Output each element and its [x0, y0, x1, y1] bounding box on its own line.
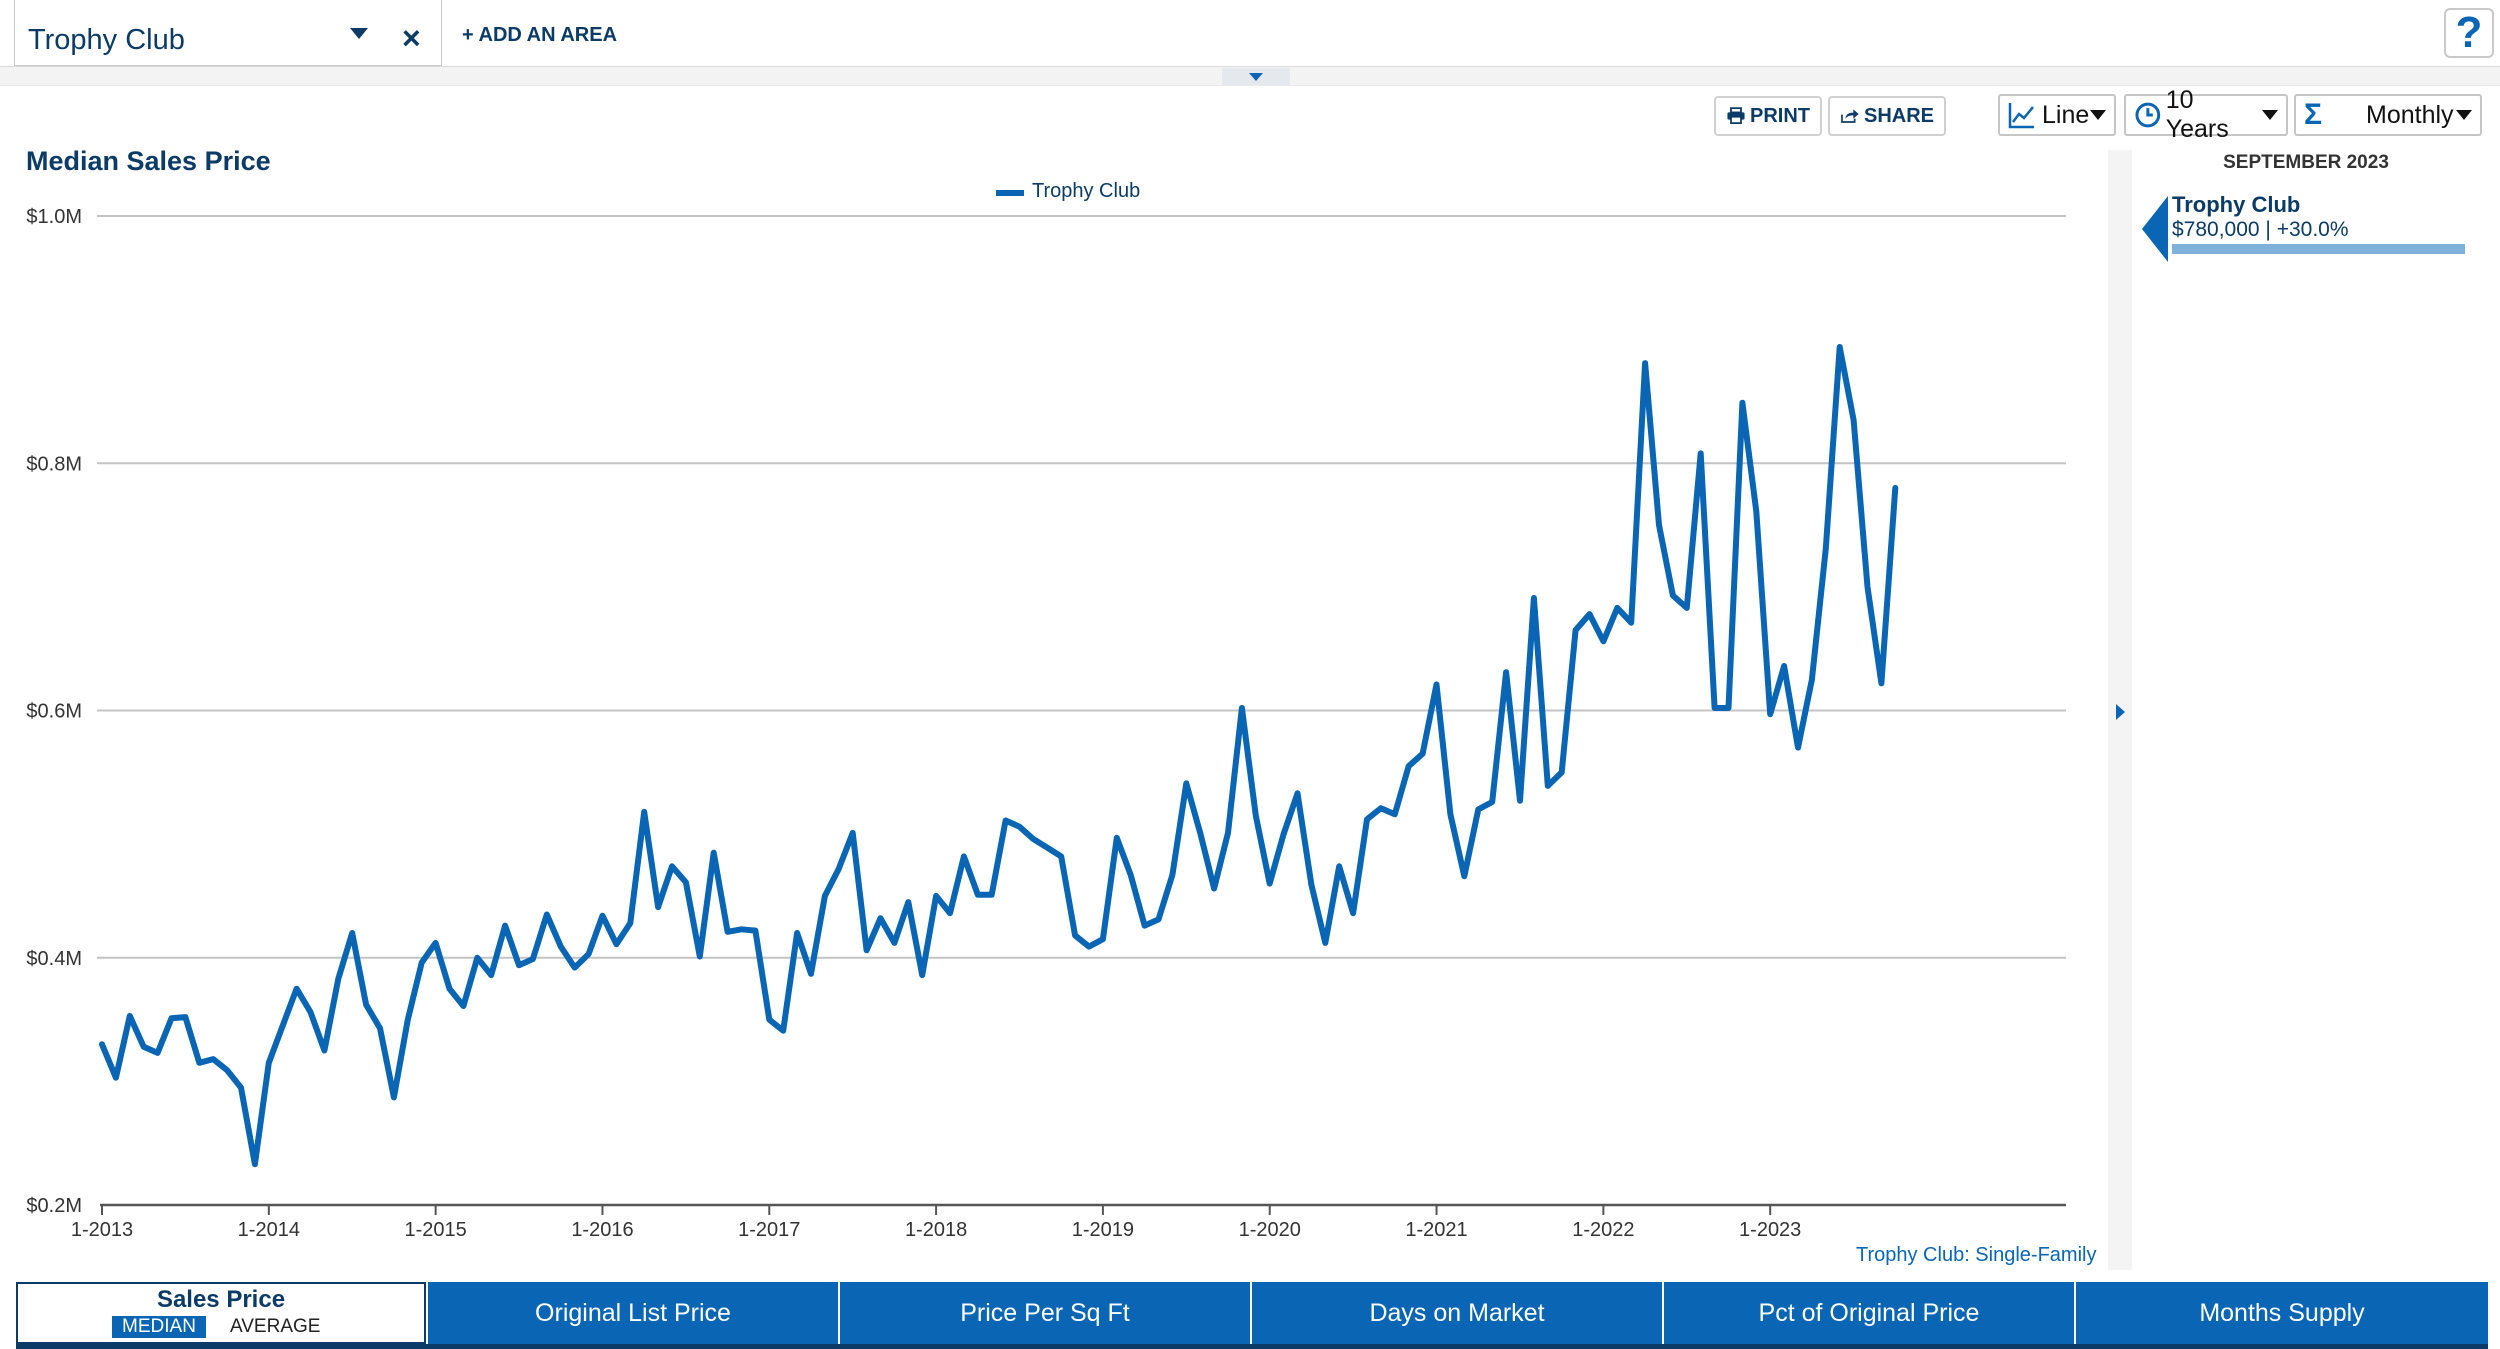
chevron-down-icon[interactable] [350, 28, 368, 39]
panel-date: SEPTEMBER 2023 [2223, 152, 2389, 173]
x-tick-label: 1-2013 [71, 1219, 133, 1241]
y-tick-label: $1.0M [26, 206, 82, 228]
panel-value-bar [2172, 244, 2465, 254]
line-chart-icon [2008, 103, 2034, 129]
interval-value: Monthly [2366, 100, 2454, 129]
x-tick-label: 1-2015 [404, 1219, 466, 1241]
x-tick-label: 1-2020 [1239, 1219, 1301, 1241]
median-toggle[interactable]: MEDIAN [112, 1316, 206, 1338]
grid [97, 215, 2066, 959]
help-button[interactable]: ? [2444, 8, 2494, 58]
x-tick-label: 1-2018 [905, 1219, 967, 1241]
x-tick-label: 1-2019 [1072, 1219, 1134, 1241]
close-icon[interactable]: × [402, 20, 421, 56]
tab-days-on-market[interactable]: Days on Market [1252, 1282, 1662, 1344]
tab-sales-price[interactable]: Sales Price MEDIAN AVERAGE [16, 1282, 426, 1344]
y-axis: $0.2M $0.4M $0.6M $0.8M $1.0M [26, 206, 82, 1217]
source-note: Trophy Club: Single-Family [1856, 1244, 2097, 1266]
chevron-down-icon [2456, 110, 2472, 120]
tab-months-supply[interactable]: Months Supply [2076, 1282, 2488, 1344]
x-tick-label: 1-2021 [1405, 1219, 1467, 1241]
share-label: SHARE [1863, 104, 1934, 127]
chevron-down-icon[interactable] [1249, 73, 1263, 81]
legend-swatch [996, 190, 1024, 196]
clock-icon [2135, 102, 2161, 128]
print-button[interactable]: PRINT [1714, 96, 1822, 136]
chart-type-value: Line [2042, 100, 2090, 129]
tabs-underline [16, 1344, 2488, 1349]
chart-type-select[interactable]: Line [1998, 94, 2116, 136]
legend-label: Trophy Club [1032, 180, 1141, 202]
share-button[interactable]: SHARE [1828, 96, 1946, 136]
add-area-button[interactable]: + ADD AN AREA [462, 24, 618, 46]
x-tick-label: 1-2017 [738, 1219, 800, 1241]
chevron-down-icon [2262, 110, 2278, 120]
panel-area-name: Trophy Club [2172, 192, 2301, 217]
tab-price-per-sq-ft[interactable]: Price Per Sq Ft [840, 1282, 1250, 1344]
panel-value: $780,000 | +30.0% [2172, 218, 2349, 241]
series-layer [99, 344, 1899, 1168]
x-tick-label: 1-2022 [1572, 1219, 1634, 1241]
printer-icon [1727, 107, 1745, 125]
tab-pct-of-original-price[interactable]: Pct of Original Price [1664, 1282, 2074, 1344]
y-tick-label: $0.4M [26, 948, 82, 970]
interval-select[interactable]: Σ Monthly [2294, 94, 2482, 136]
x-tick-label: 1-2016 [571, 1219, 633, 1241]
y-tick-label: $0.6M [26, 701, 82, 723]
range-select[interactable]: 10 Years [2124, 86, 2288, 143]
tab-original-list-price[interactable]: Original List Price [428, 1282, 838, 1344]
x-tick-label: 1-2014 [238, 1219, 300, 1241]
y-tick-label: $0.8M [26, 453, 82, 475]
chevron-right-icon[interactable] [2116, 704, 2125, 720]
chevron-down-icon [2090, 110, 2106, 120]
print-label: PRINT [1750, 104, 1810, 127]
area-name[interactable]: Trophy Club [28, 24, 185, 56]
share-icon [1841, 109, 1859, 123]
x-tick-label: 1-2023 [1739, 1219, 1801, 1241]
chart-title: Median Sales Price [26, 146, 271, 176]
pointer-icon [2142, 196, 2168, 262]
range-value: 10 Years [2165, 86, 2229, 143]
area-selector[interactable] [14, 0, 442, 66]
series-line [99, 344, 1899, 1168]
y-tick-label: $0.2M [26, 1195, 82, 1217]
sigma-icon: Σ [2304, 98, 2323, 131]
tab-sales-price-label: Sales Price [156, 1286, 286, 1313]
x-axis: 1-2013 1-2014 1-2015 1-2016 1-2017 1-2018 1-20… [71, 1203, 2066, 1241]
line-chart: $0.2M$0.4M$0.6M$0.8M$1.0M 1-2013 1-2014 1-… [26, 206, 2066, 1241]
average-toggle[interactable]: AVERAGE [230, 1316, 321, 1337]
